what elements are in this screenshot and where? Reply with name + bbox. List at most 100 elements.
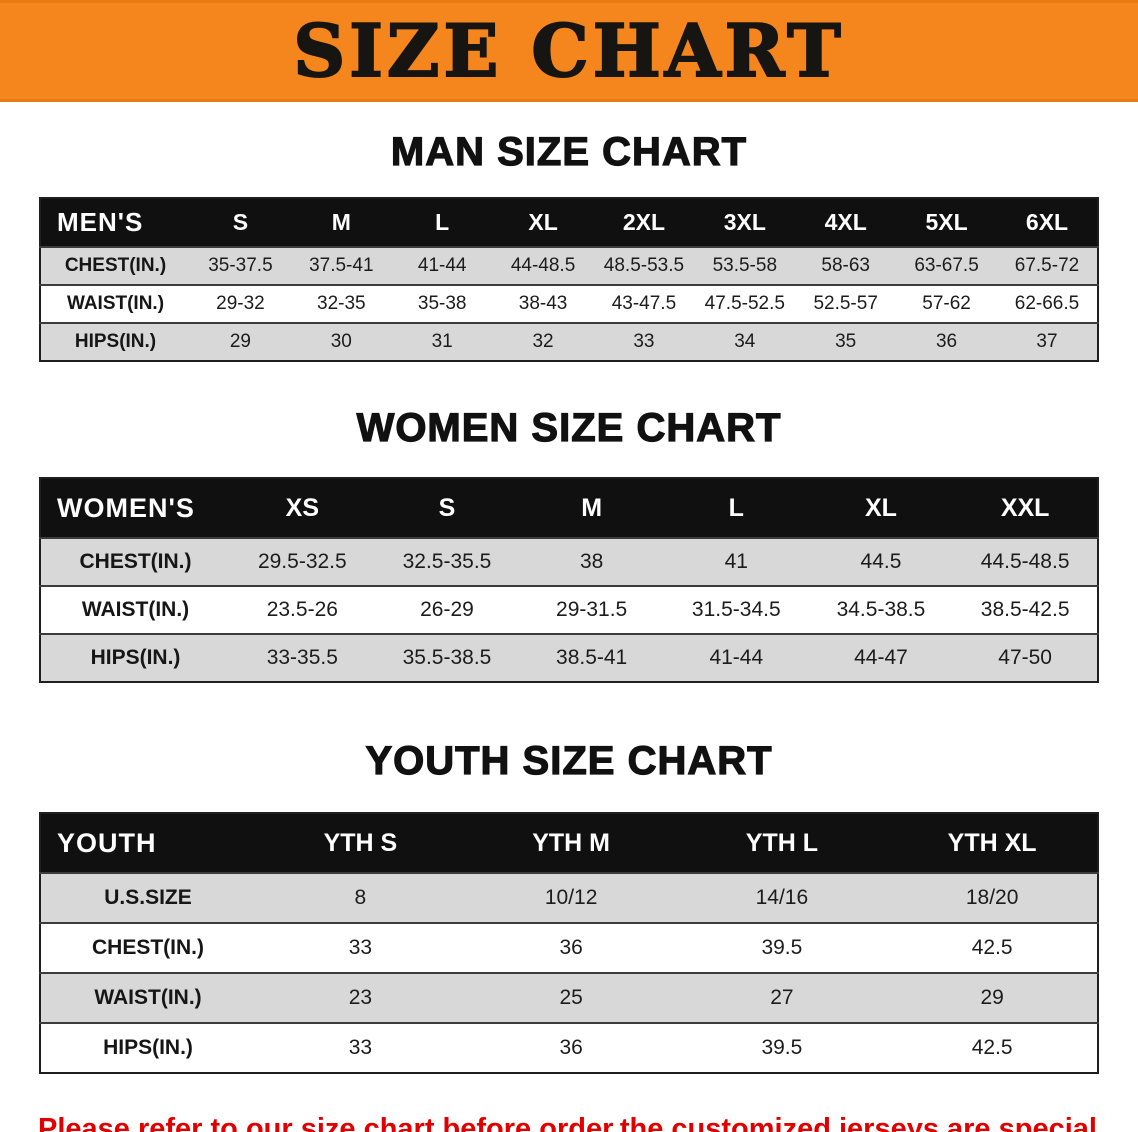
row-label: HIPS(IN.)	[74, 331, 157, 352]
size-cell: 26-29	[420, 598, 474, 621]
size-cell: 36	[559, 1036, 583, 1059]
size-cell: 36	[935, 331, 958, 352]
row-label: WAIST(IN.)	[81, 598, 190, 621]
size-cell: 37	[1036, 331, 1058, 352]
size-cell: 33-35.5	[266, 646, 338, 669]
header-cell: 2XL	[593, 198, 695, 247]
size-cell: 23	[348, 986, 373, 1009]
women-hips-row: HIPS(IN.) 33-35.5 35.5-38.5 38.5-41 41-4…	[40, 634, 1098, 682]
women-waist-row: WAIST(IN.) 23.5-26 26-29 29-31.5 31.5-34…	[40, 586, 1098, 634]
youth-waist-row: WAIST(IN.) 23 25 27 29	[40, 973, 1098, 1023]
size-cell: 35-37.5	[208, 255, 273, 276]
banner-title: SIZE CHART	[292, 8, 845, 93]
row-label: CHEST(IN.)	[79, 550, 192, 573]
size-cell: 41-44	[709, 646, 764, 669]
size-cell: 37.5-41	[309, 255, 374, 276]
note-line-1: Please refer to our size chart before or…	[38, 1113, 1097, 1132]
size-cell: 23.5-26	[266, 598, 338, 621]
size-cell: 41	[724, 550, 748, 573]
size-cell: 44-48.5	[510, 255, 576, 276]
man-section-title: MAN SIZE CHART	[390, 129, 748, 174]
women-section: WOMEN SIZE CHART WOMEN'S XS S M L XL XXL	[0, 362, 1138, 683]
size-cell: 36	[559, 936, 583, 959]
size-cell: 35-38	[417, 293, 467, 314]
man-section: MAN SIZE CHART MEN'S S M L XL 2XL 3XL 4X…	[0, 102, 1138, 362]
size-cell: 33	[348, 936, 373, 959]
size-cell: 31	[431, 331, 453, 352]
youth-section-title: YOUTH SIZE CHART	[365, 738, 773, 783]
youth-size-table: YOUTH YTH S YTH M YTH L YTH XL U.S.SIZE …	[39, 812, 1099, 1074]
size-cell: 18/20	[965, 886, 1019, 909]
size-cell: 29.5-32.5	[257, 550, 347, 573]
header-cell: S	[374, 478, 520, 538]
size-cell: 32-35	[317, 293, 366, 314]
size-cell: 57-62	[922, 293, 971, 314]
row-label: HIPS(IN.)	[103, 1036, 193, 1059]
header-cell: M	[290, 198, 392, 247]
size-cell: 44.5-48.5	[980, 550, 1070, 573]
youth-ussize-row: U.S.SIZE 8 10/12 14/16 18/20	[40, 873, 1098, 923]
women-corner-label: WOMEN'S	[40, 478, 230, 538]
size-cell: 29	[980, 986, 1004, 1009]
women-chest-row: CHEST(IN.) 29.5-32.5 32.5-35.5 38 41 44.…	[40, 538, 1098, 586]
women-size-table: WOMEN'S XS S M L XL XXL CHEST(IN.) 29.5-…	[39, 477, 1099, 683]
size-cell: 8	[354, 886, 367, 909]
youth-corner-label: YOUTH	[40, 813, 255, 873]
header-cell: YTH L	[676, 813, 888, 873]
youth-hips-row: HIPS(IN.) 33 36 39.5 42.5	[40, 1023, 1098, 1073]
size-cell: 34	[734, 331, 756, 352]
size-cell: 47-50	[998, 646, 1052, 669]
size-cell: 29	[229, 331, 251, 352]
row-label: HIPS(IN.)	[90, 646, 181, 669]
men-hips-row: HIPS(IN.) 29 30 31 32 33 34 35 36 37	[40, 323, 1098, 361]
men-corner-label: MEN'S	[40, 198, 190, 247]
size-cell: 58-63	[821, 255, 870, 276]
size-cell: 44-47	[854, 646, 908, 669]
size-cell: 27	[770, 986, 794, 1009]
header-cell: YTH S	[255, 813, 466, 873]
size-cell: 53.5-58	[712, 255, 778, 276]
size-cell: 38.5-42.5	[980, 598, 1070, 621]
header-cell: M	[519, 478, 664, 538]
size-cell: 29-32	[216, 293, 265, 314]
header-cell: XL	[808, 478, 954, 538]
disclaimer-note: Please refer to our size chart before or…	[38, 1106, 1100, 1132]
size-cell: 48.5-53.5	[603, 255, 685, 276]
header-cell: XXL	[953, 478, 1098, 538]
header-cell: L	[391, 198, 493, 247]
women-header-row: WOMEN'S XS S M L XL XXL	[40, 478, 1098, 538]
size-cell: 42.5	[971, 1036, 1013, 1059]
size-cell: 34.5-38.5	[836, 598, 926, 621]
header-cell: YTH XL	[887, 813, 1098, 873]
size-cell: 44.5	[860, 550, 902, 573]
size-cell: 63-67.5	[914, 255, 979, 276]
youth-header-row: YOUTH YTH S YTH M YTH L YTH XL	[40, 813, 1098, 873]
size-cell: 32	[532, 331, 554, 352]
women-section-title: WOMEN SIZE CHART	[356, 405, 782, 450]
size-cell: 33	[348, 1036, 373, 1059]
row-label: CHEST(IN.)	[92, 936, 204, 959]
size-cell: 38	[579, 550, 604, 573]
size-cell: 41-44	[417, 255, 467, 276]
size-cell: 43-47.5	[611, 293, 677, 314]
size-cell: 10/12	[544, 886, 598, 909]
men-size-table: MEN'S S M L XL 2XL 3XL 4XL 5XL 6XL CHEST…	[39, 197, 1099, 362]
header-cell: 3XL	[694, 198, 796, 247]
youth-chest-row: CHEST(IN.) 33 36 39.5 42.5	[40, 923, 1098, 973]
size-cell: 67.5-72	[1014, 255, 1080, 276]
banner: SIZE CHART	[0, 0, 1138, 102]
size-cell: 38.5-41	[556, 646, 628, 669]
header-cell: XS	[230, 478, 375, 538]
header-cell: 5XL	[896, 198, 997, 247]
size-cell: 25	[559, 986, 583, 1009]
size-cell: 39.5	[761, 936, 803, 959]
header-cell: S	[190, 198, 291, 247]
size-cell: 62-66.5	[1014, 293, 1080, 314]
size-cell: 35.5-38.5	[402, 646, 492, 669]
row-label: WAIST(IN.)	[94, 986, 202, 1009]
header-cell: XL	[492, 198, 594, 247]
size-cell: 14/16	[755, 886, 809, 909]
size-cell: 33	[633, 331, 655, 352]
header-cell: 4XL	[795, 198, 897, 247]
